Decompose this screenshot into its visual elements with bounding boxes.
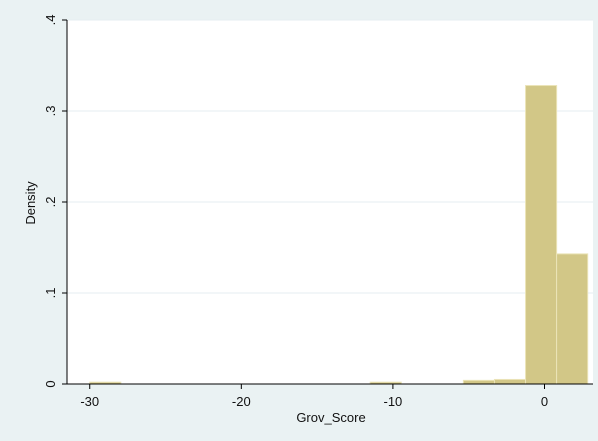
bars: [89, 85, 589, 385]
y-tick-label: .4: [43, 15, 58, 26]
y-tick-label: 0: [43, 380, 58, 387]
histogram-bar-3: [493, 378, 527, 385]
ticks: 0 .1 .2 .3 .4 -30 -20 -10 0: [43, 15, 548, 409]
y-tick-label: .2: [43, 197, 58, 208]
grid-lines: [67, 19, 593, 294]
x-tick-label: 0: [541, 394, 548, 409]
y-tick-label: .1: [43, 288, 58, 299]
x-tick-label: -10: [384, 394, 403, 409]
x-axis-title: Grov_Score: [296, 410, 365, 425]
y-axis-title: Density: [23, 181, 38, 225]
histogram-bar-2: [462, 379, 495, 385]
histogram-bar-5: [556, 253, 589, 385]
x-tick-label: -30: [80, 394, 99, 409]
histogram-bar-4: [525, 85, 558, 385]
x-tick-label: -20: [232, 394, 251, 409]
y-tick-label: .3: [43, 106, 58, 117]
